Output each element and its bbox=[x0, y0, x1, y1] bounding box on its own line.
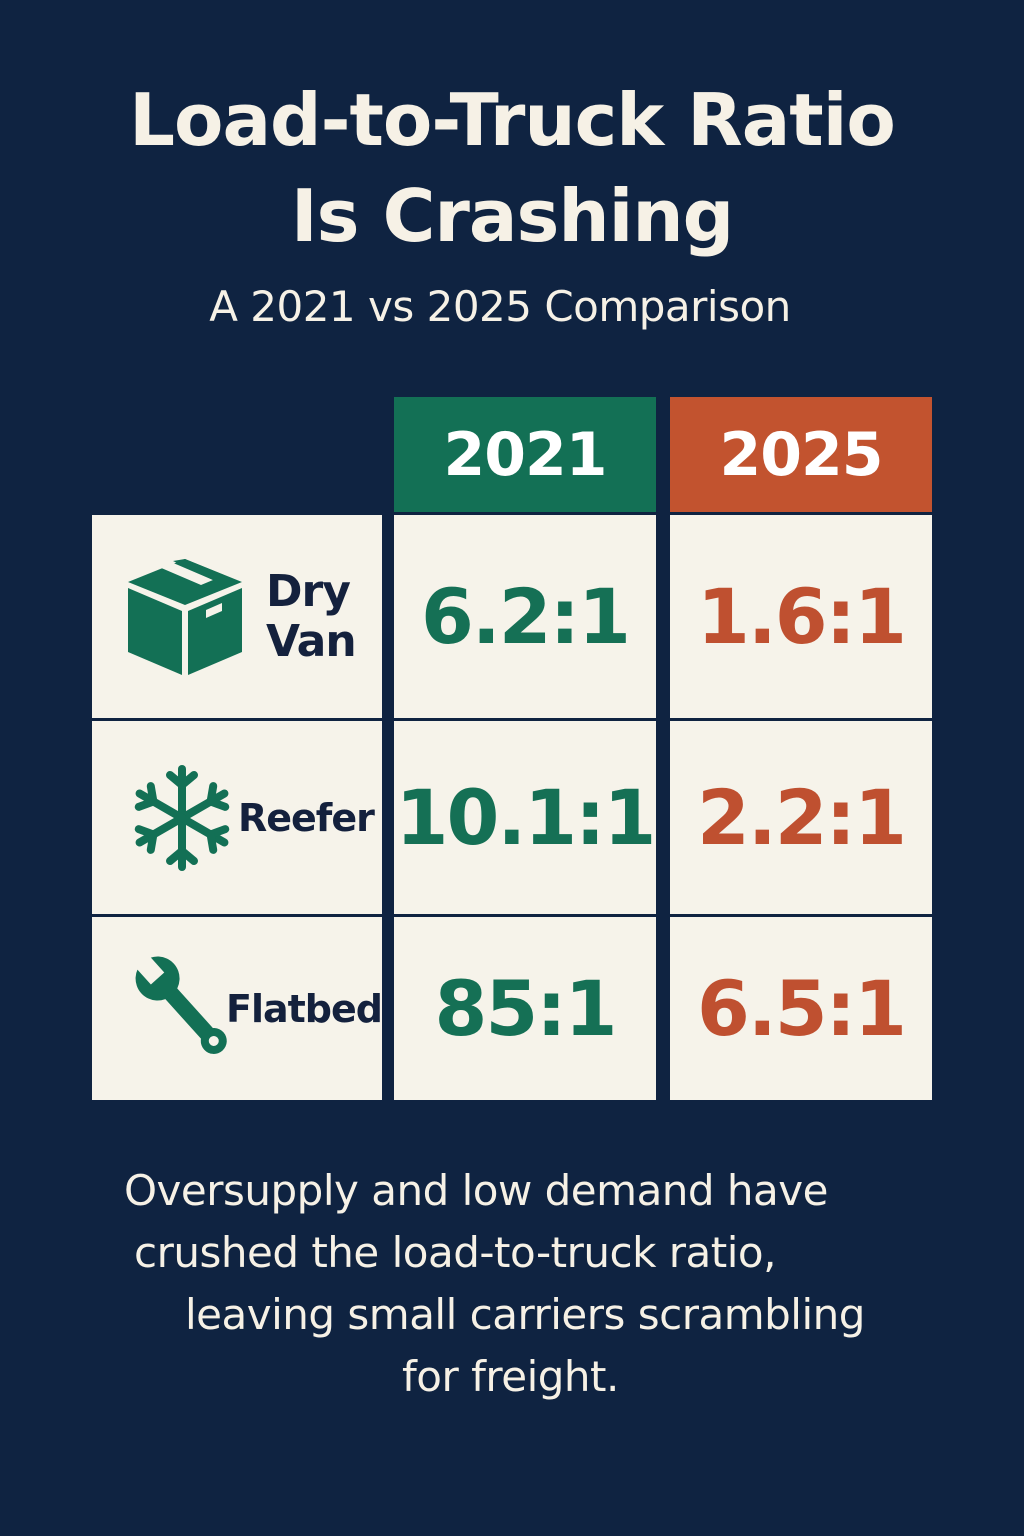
value-label: 6.2:1 bbox=[421, 572, 631, 661]
category-cell-flatbed: Flatbed bbox=[92, 917, 383, 1100]
value-label: 10.1:1 bbox=[395, 773, 657, 862]
caption-line: crushed the load-to-truck ratio, bbox=[134, 1228, 776, 1277]
value-label: 1.6:1 bbox=[697, 572, 907, 661]
caption: Oversupply and low demand have crushed t… bbox=[0, 1160, 1024, 1408]
value-cell-dry-van-2025: 1.6:1 bbox=[670, 515, 932, 718]
caption-line: for freight. bbox=[402, 1352, 619, 1401]
title-line-2: Is Crashing bbox=[290, 174, 734, 258]
category-cell-dry-van: Dry Van bbox=[92, 515, 382, 718]
snowflake-icon bbox=[134, 764, 230, 871]
column-header-2021: 2021 bbox=[394, 397, 656, 512]
value-label: 85:1 bbox=[434, 964, 617, 1053]
column-header-2025: 2025 bbox=[670, 397, 932, 512]
caption-line: leaving small carriers scrambling bbox=[185, 1290, 865, 1339]
value-cell-reefer-2025: 2.2:1 bbox=[670, 721, 932, 914]
value-cell-flatbed-2021: 85:1 bbox=[394, 917, 656, 1100]
caption-line: Oversupply and low demand have bbox=[124, 1166, 828, 1215]
title-line-1: Load-to-Truck Ratio bbox=[129, 78, 896, 162]
category-cell-reefer: Reefer bbox=[92, 721, 382, 914]
box-icon bbox=[128, 558, 242, 675]
category-label-reefer: Reefer bbox=[238, 795, 375, 840]
wrench-icon bbox=[133, 952, 227, 1054]
value-cell-dry-van-2021: 6.2:1 bbox=[394, 515, 656, 718]
page-subtitle: A 2021 vs 2025 Comparison bbox=[209, 282, 791, 331]
category-label-flatbed: Flatbed bbox=[226, 986, 383, 1031]
value-label: 2.2:1 bbox=[697, 773, 907, 862]
category-label-line: Dry bbox=[266, 565, 351, 617]
category-label-line: Van bbox=[266, 615, 357, 667]
page-title: Load-to-Truck Ratio Is Crashing bbox=[0, 72, 1024, 264]
value-cell-reefer-2021: 10.1:1 bbox=[394, 721, 656, 914]
value-label: 6.5:1 bbox=[697, 964, 907, 1053]
category-label-dry-van: Dry Van bbox=[266, 565, 357, 667]
value-cell-flatbed-2025: 6.5:1 bbox=[670, 917, 932, 1100]
